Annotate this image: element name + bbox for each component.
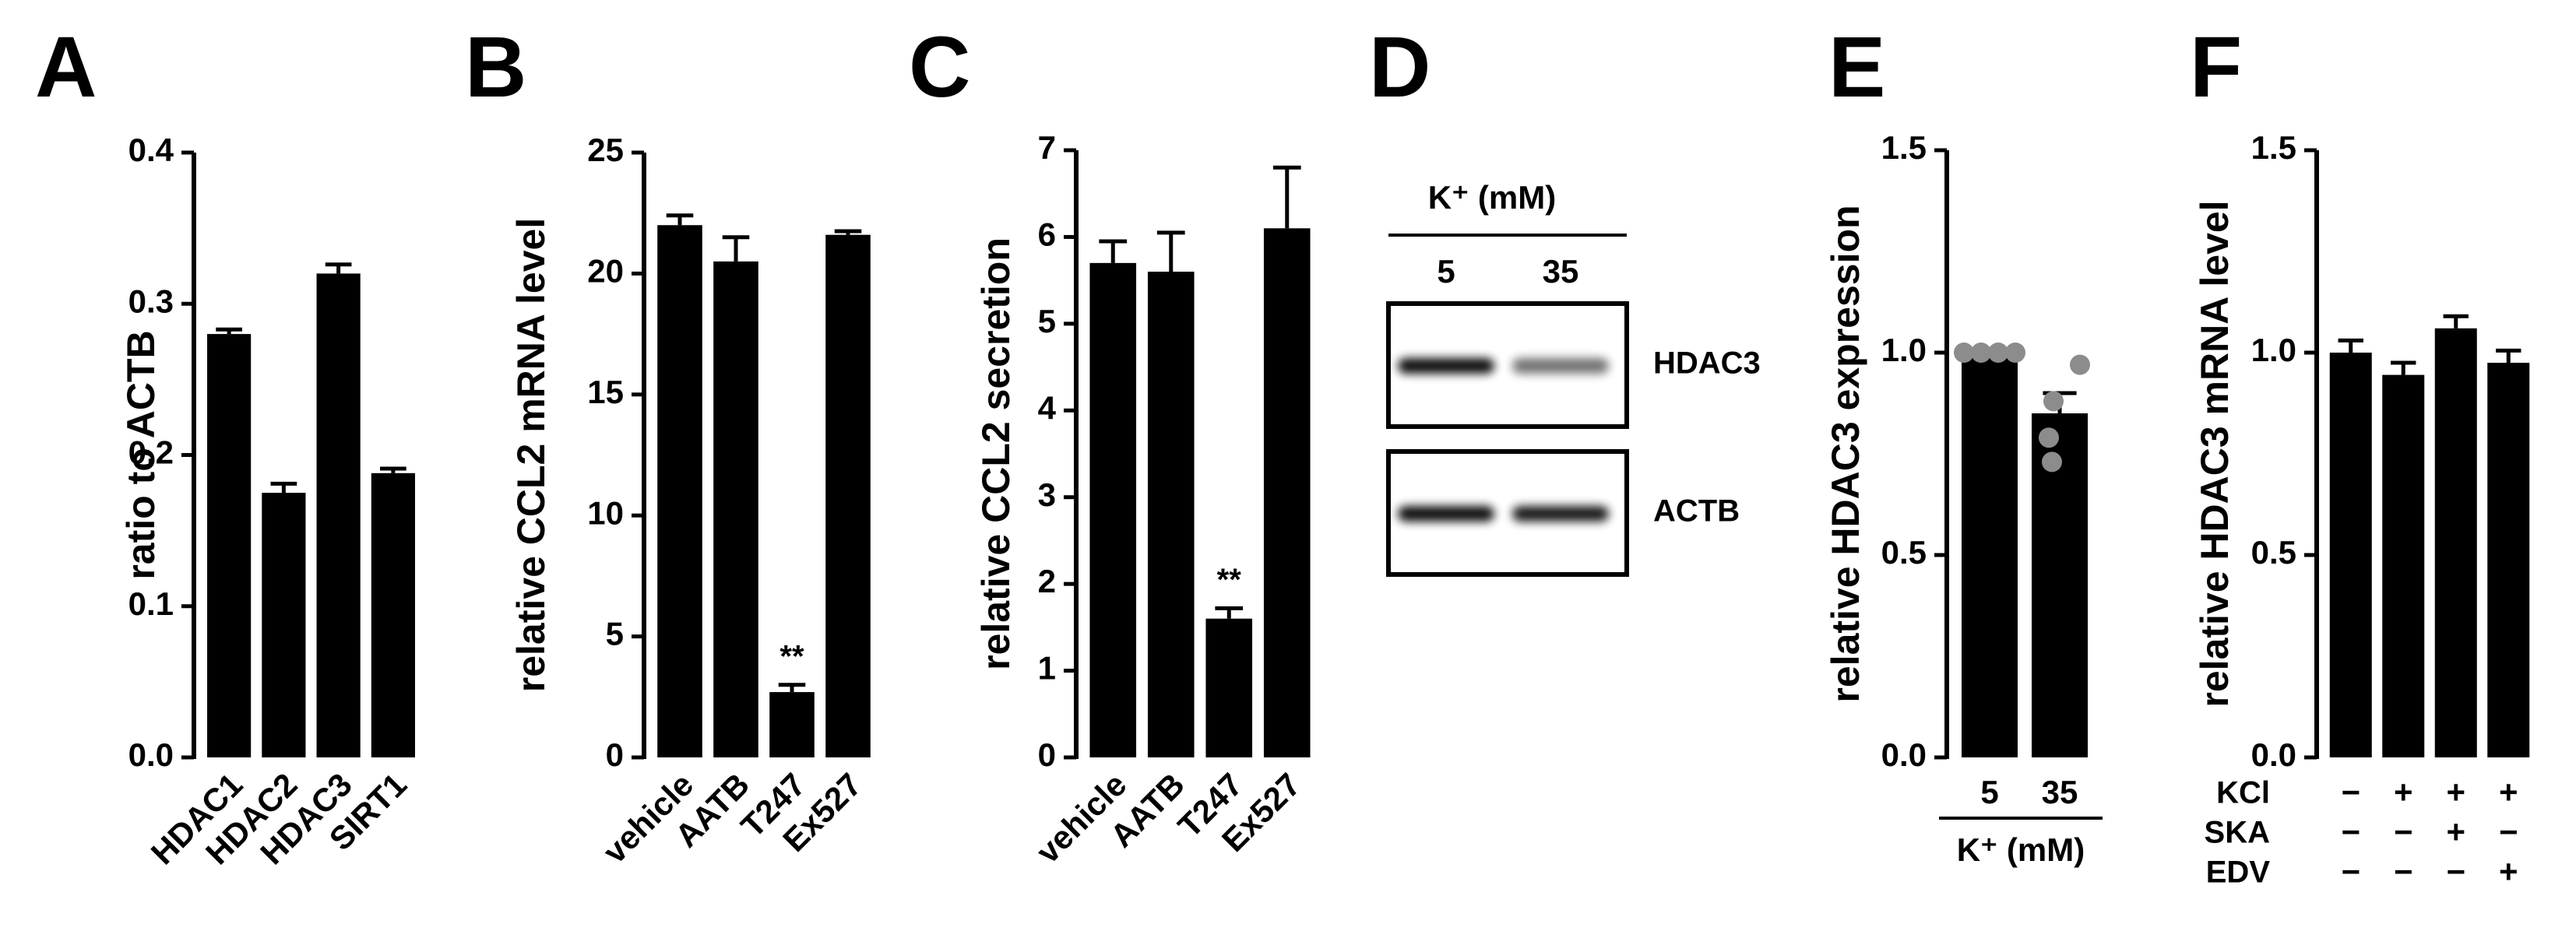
y-tick-label: 1.0 bbox=[1881, 332, 1927, 368]
bar bbox=[316, 273, 361, 757]
y-tick-label: 20 bbox=[587, 252, 624, 289]
y-tick-label: 5 bbox=[606, 616, 624, 652]
y-tick-label: 1 bbox=[1038, 650, 1056, 687]
bar bbox=[371, 473, 415, 757]
lane-label: 5 bbox=[1437, 253, 1455, 290]
condition-symbol: − bbox=[2341, 774, 2360, 810]
condition-name: EDV bbox=[2206, 855, 2271, 890]
y-tick-label: 6 bbox=[1038, 216, 1056, 253]
condition-symbol: − bbox=[2341, 853, 2360, 890]
y-tick-label: 0.0 bbox=[1881, 736, 1927, 773]
bar bbox=[262, 493, 306, 757]
y-tick-label: 0 bbox=[1038, 736, 1056, 773]
lane-label: 35 bbox=[1543, 253, 1579, 290]
y-tick-label: 0 bbox=[606, 736, 624, 773]
y-tick-label: 5 bbox=[1038, 303, 1056, 339]
bar bbox=[825, 234, 871, 757]
y-tick-label: 25 bbox=[587, 132, 624, 168]
blot-band bbox=[1398, 358, 1494, 374]
x-tick-label: 35 bbox=[2042, 774, 2078, 810]
condition-symbol: − bbox=[2446, 853, 2465, 890]
y-tick-label: 4 bbox=[1038, 389, 1057, 426]
bar bbox=[1962, 353, 2018, 757]
bar bbox=[1089, 262, 1137, 757]
bar bbox=[713, 261, 758, 757]
condition-symbol: + bbox=[2499, 774, 2518, 810]
bar bbox=[2382, 374, 2425, 757]
blot-header: K⁺ (mM) bbox=[1428, 179, 1556, 216]
y-axis-label: ratio to ACTB bbox=[119, 330, 163, 579]
y-tick-label: 1.5 bbox=[2251, 129, 2296, 166]
data-point bbox=[2005, 343, 2025, 363]
bar bbox=[2434, 328, 2477, 757]
blot-band bbox=[1512, 358, 1609, 374]
bar bbox=[2032, 413, 2088, 757]
bar bbox=[1263, 228, 1311, 757]
y-tick-label: 1.5 bbox=[1881, 129, 1927, 166]
significance: ** bbox=[779, 639, 804, 673]
y-tick-label: 0.0 bbox=[2251, 736, 2296, 773]
bar bbox=[657, 225, 702, 757]
data-point bbox=[1954, 343, 1974, 363]
y-tick-label: 0.4 bbox=[128, 132, 174, 168]
blot-band bbox=[1398, 506, 1494, 522]
panel-letter: F bbox=[2190, 19, 2242, 115]
panel-letter: A bbox=[35, 19, 97, 115]
panel-letter: B bbox=[465, 19, 526, 115]
y-tick-label: 0.0 bbox=[128, 736, 174, 773]
y-tick-label: 10 bbox=[587, 494, 624, 531]
data-point bbox=[1988, 343, 2008, 363]
condition-symbol: − bbox=[2499, 813, 2518, 850]
condition-name: KCl bbox=[2216, 776, 2270, 810]
condition-symbol: + bbox=[2446, 813, 2465, 850]
y-tick-label: 1.0 bbox=[2251, 332, 2296, 368]
condition-symbol: + bbox=[2446, 774, 2465, 810]
bar bbox=[769, 692, 815, 757]
y-tick-label: 0.2 bbox=[128, 434, 174, 471]
y-tick-label: 0.3 bbox=[128, 283, 174, 319]
y-tick-label: 0.5 bbox=[2251, 534, 2296, 571]
condition-name: SKA bbox=[2205, 816, 2270, 850]
panel-letter: E bbox=[1828, 19, 1885, 115]
y-tick-label: 2 bbox=[1038, 563, 1056, 599]
panel-letter: D bbox=[1369, 19, 1431, 115]
condition-symbol: − bbox=[2394, 813, 2413, 850]
row-label: ACTB bbox=[1653, 494, 1740, 529]
y-axis-label: relative CCL2 secretion bbox=[974, 237, 1018, 670]
bar bbox=[2487, 363, 2530, 757]
y-tick-label: 0.1 bbox=[128, 585, 174, 622]
y-tick-label: 3 bbox=[1038, 476, 1056, 513]
significance: ** bbox=[1217, 563, 1242, 597]
bar bbox=[1205, 618, 1253, 757]
data-point bbox=[2039, 427, 2059, 448]
y-axis-label: relative HDAC3 expression bbox=[1824, 205, 1867, 702]
x-tick-label: 5 bbox=[1980, 774, 1998, 810]
condition-symbol: − bbox=[2394, 853, 2413, 890]
bar bbox=[1147, 272, 1195, 757]
x-axis-label: K⁺ (mM) bbox=[1957, 831, 2085, 868]
condition-symbol: + bbox=[2499, 853, 2518, 890]
bar bbox=[207, 334, 252, 758]
panel-letter: C bbox=[909, 19, 970, 115]
y-tick-label: 15 bbox=[587, 374, 624, 410]
bar bbox=[2329, 353, 2372, 757]
condition-symbol: + bbox=[2394, 774, 2413, 810]
data-point bbox=[1971, 343, 1991, 363]
condition-symbol: − bbox=[2341, 813, 2360, 850]
data-point bbox=[2070, 354, 2090, 375]
y-axis-label: relative HDAC3 mRNA level bbox=[2193, 200, 2236, 707]
blot-band bbox=[1512, 506, 1609, 522]
y-axis-label: relative CCL2 mRNA level bbox=[509, 218, 553, 693]
row-label: HDAC3 bbox=[1653, 346, 1761, 381]
data-point bbox=[2043, 391, 2064, 412]
y-tick-label: 7 bbox=[1038, 129, 1056, 166]
data-point bbox=[2042, 451, 2062, 473]
y-tick-label: 0.5 bbox=[1881, 534, 1927, 571]
